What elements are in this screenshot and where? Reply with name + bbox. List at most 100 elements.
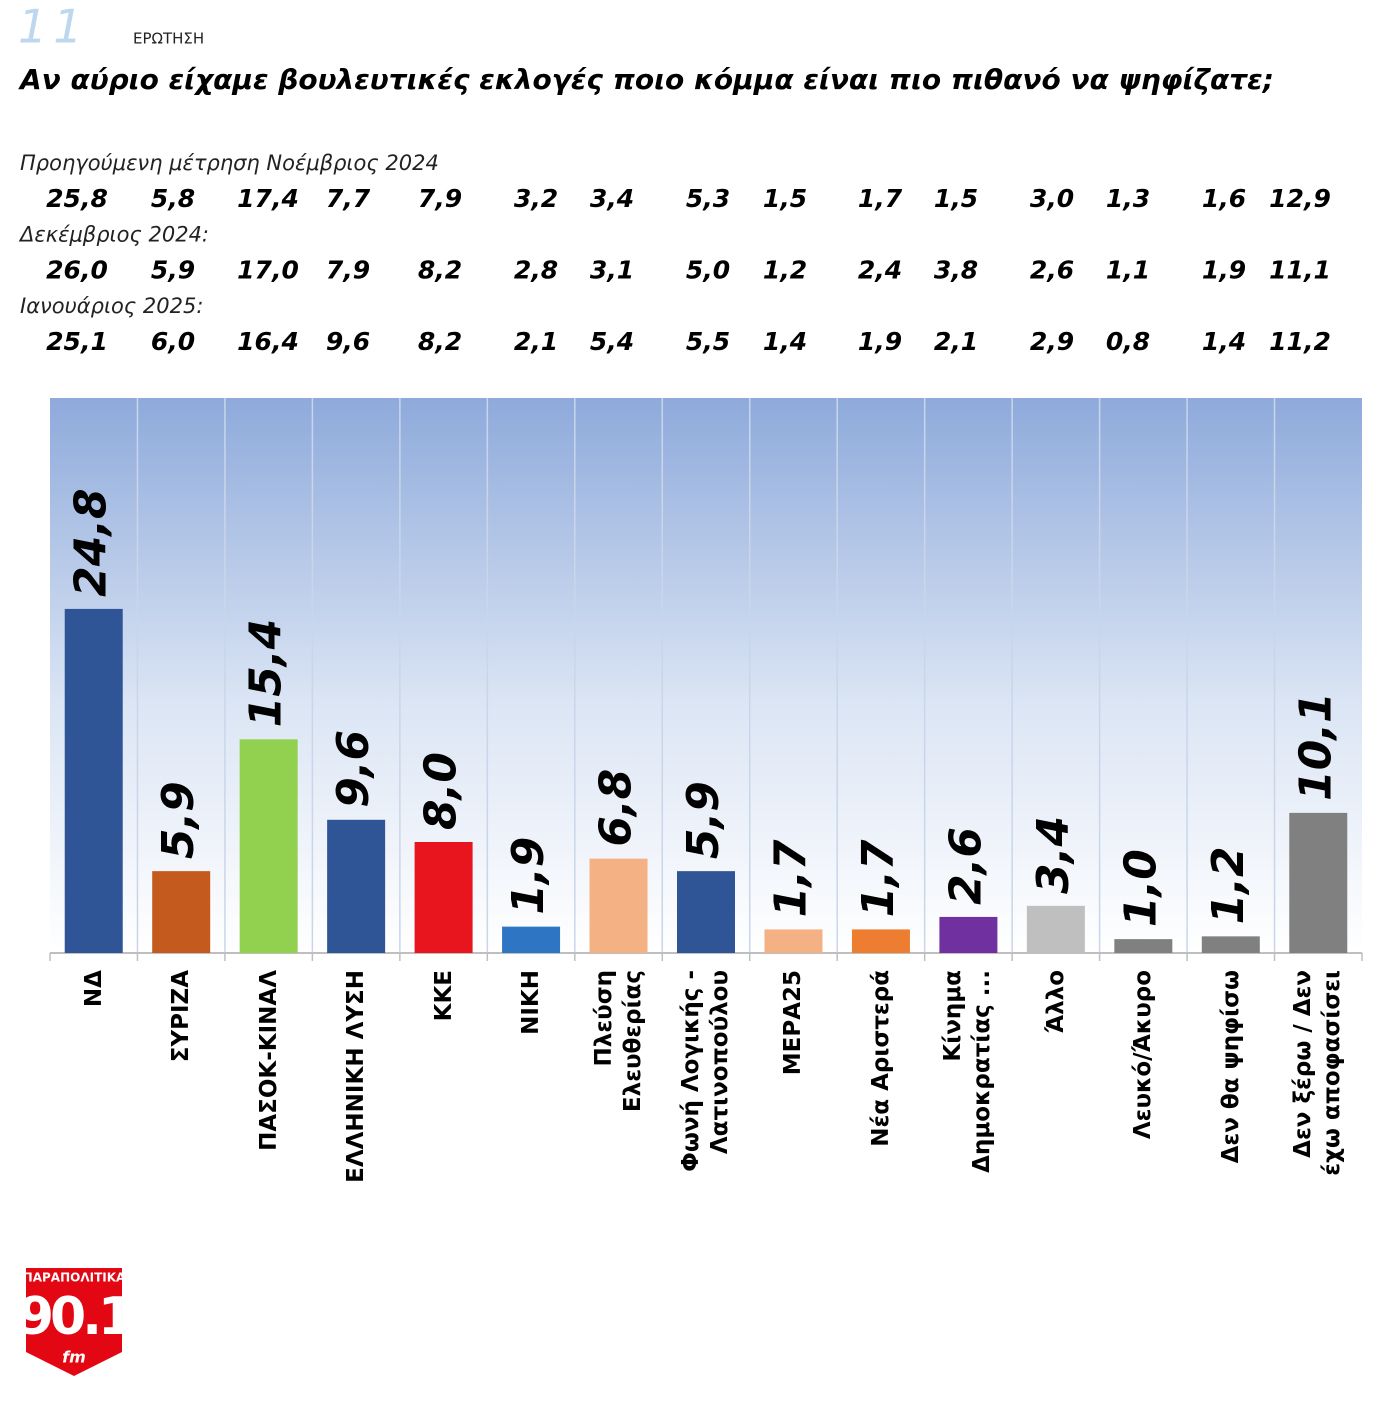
measurement-value: 12,9 [1269, 184, 1331, 213]
measurement-value: 1,3 [1106, 184, 1150, 213]
value-label: 6,8 [591, 769, 642, 847]
x-tick-label-box: Δεν θα ψηφίσω [1189, 970, 1273, 1200]
x-tick-label: ΣΥΡΙΖΑ [167, 970, 194, 1063]
measurement-value: 5,3 [686, 184, 730, 213]
measurement-value: 1,2 [763, 256, 807, 285]
bar [1026, 905, 1085, 953]
x-tick-label: Λευκό/Άκυρο [1129, 970, 1156, 1140]
logo-main: 90.1 [18, 1287, 131, 1347]
measurement-value: 8,2 [418, 256, 462, 285]
value-label: 5,9 [678, 781, 729, 859]
value-label: 15,4 [241, 619, 292, 728]
x-tick-label: Δεν ξέρω / Δεν έχω αποφασίσει [1290, 970, 1346, 1176]
x-tick-label: ΠΑΣΟΚ-ΚΙΝΑΛ [255, 970, 282, 1151]
x-tick-label: Φωνή Λογικής - Λατινοπούλου [678, 970, 733, 1172]
bar [239, 739, 298, 953]
x-tick-label-box: ΜΕΡΑ25 [751, 970, 835, 1200]
value-label: 1,0 [1115, 849, 1166, 927]
bar [1201, 936, 1260, 953]
measurement-value: 5,8 [151, 184, 195, 213]
x-tick-label-box: Πλεύση Ελευθερίας [577, 970, 661, 1200]
measurement-value: 2,1 [934, 327, 978, 356]
x-tick-label: Πλεύση Ελευθερίας [590, 970, 646, 1113]
x-tick-label-box: Άλλο [1014, 970, 1098, 1200]
measurement-value: 11,1 [1269, 256, 1331, 285]
measurement-value: 1,4 [763, 327, 807, 356]
measurement-value: 3,4 [590, 184, 634, 213]
measurement-value: 1,1 [1106, 256, 1150, 285]
measurement-value: 7,9 [418, 184, 462, 213]
measurement-value: 17,0 [237, 256, 299, 285]
bar [64, 608, 123, 953]
measurement-value: 2,9 [1030, 327, 1074, 356]
bar [1289, 812, 1348, 953]
value-label: 1,2 [1203, 846, 1254, 924]
x-tick-label-box: ΚΚΕ [402, 970, 486, 1200]
bar [1114, 939, 1173, 953]
x-tick-label: ΚΚΕ [430, 970, 457, 1022]
x-tick-label-box: ΝΙΚΗ [489, 970, 573, 1200]
value-label: 24,8 [66, 488, 117, 597]
x-tick-label: Κίνημα Δημοκρατίας ... [940, 970, 996, 1173]
measurement-value: 17,4 [237, 184, 299, 213]
value-label: 9,6 [328, 730, 379, 808]
value-label: 1,7 [765, 839, 816, 917]
measurement-value: 1,4 [1202, 327, 1246, 356]
bar [851, 929, 910, 953]
measurement-value: 25,8 [46, 184, 108, 213]
measurement-value: 2,4 [858, 256, 902, 285]
measurement-value: 5,5 [686, 327, 730, 356]
bar [764, 929, 823, 953]
measurement-value: 5,0 [686, 256, 730, 285]
value-label: 2,6 [940, 827, 991, 905]
x-tick-label: ΕΛΛΗΝΙΚΗ ΛΥΣΗ [342, 970, 369, 1183]
x-tick-label-box: Φωνή Λογικής - Λατινοπούλου [664, 970, 748, 1200]
measurement-value: 16,4 [237, 327, 299, 356]
x-tick-label-box: ΣΥΡΙΖΑ [139, 970, 223, 1200]
measurement-value: 2,6 [1030, 256, 1074, 285]
measurement-value: 0,8 [1106, 327, 1150, 356]
x-tick-label-box: ΕΛΛΗΝΙΚΗ ΛΥΣΗ [314, 970, 398, 1200]
measurement-value: 1,9 [858, 327, 902, 356]
question-label: ΕΡΩΤΗΣΗ [133, 30, 204, 48]
measurement-value: 3,0 [1030, 184, 1074, 213]
x-tick-label-box: Δεν ξέρω / Δεν έχω αποφασίσει [1276, 970, 1360, 1200]
measurement-value: 11,2 [1269, 327, 1331, 356]
logo: ΠΑΡΑΠΟΛΙΤΙΚΑ 90.1 fm [18, 1268, 135, 1376]
x-tick-label: Νέα Αριστερά [867, 970, 894, 1147]
bar [152, 871, 211, 953]
value-label: 10,1 [1290, 692, 1341, 801]
measurement-value: 26,0 [46, 256, 108, 285]
bar [589, 858, 648, 953]
x-tick-label-box: ΠΑΣΟΚ-ΚΙΝΑΛ [227, 970, 311, 1200]
value-label: 3,4 [1028, 816, 1079, 894]
measurement-value: 7,7 [326, 184, 371, 213]
bar [327, 819, 386, 953]
measurement-value: 3,8 [934, 256, 978, 285]
chart-title: Αν αύριο είχαμε βουλευτικές εκλογές ποιο… [18, 63, 1274, 96]
x-tick-label-box: Νέα Αριστερά [839, 970, 923, 1200]
measurement-value: 6,0 [151, 327, 195, 356]
measurement-value: 1,5 [934, 184, 978, 213]
measurement-value: 2,1 [514, 327, 558, 356]
measurement-value: 2,8 [514, 256, 558, 285]
page-number: 11 [18, 0, 89, 54]
value-label: 1,7 [853, 839, 904, 917]
x-tick-label: ΜΕΡΑ25 [780, 970, 807, 1076]
measurement-value: 5,4 [590, 327, 634, 356]
x-tick-label-box: Λευκό/Άκυρο [1101, 970, 1185, 1200]
measurement-value: 1,9 [1202, 256, 1246, 285]
x-tick-label: Δεν θα ψηφίσω [1217, 970, 1244, 1164]
measurement-value: 1,5 [763, 184, 807, 213]
measurement-value: 25,1 [46, 327, 108, 356]
logo-shape [26, 1268, 122, 1376]
measurement-value: 3,1 [590, 256, 634, 285]
bar [502, 926, 561, 953]
x-tick-label-box: Κίνημα Δημοκρατίας ... [926, 970, 1010, 1200]
measurement-label: Ιανουάριος 2025: [20, 294, 203, 318]
measurement-value: 8,2 [418, 327, 462, 356]
measurement-value: 5,9 [151, 256, 195, 285]
x-tick-label: ΝΙΚΗ [517, 970, 544, 1035]
